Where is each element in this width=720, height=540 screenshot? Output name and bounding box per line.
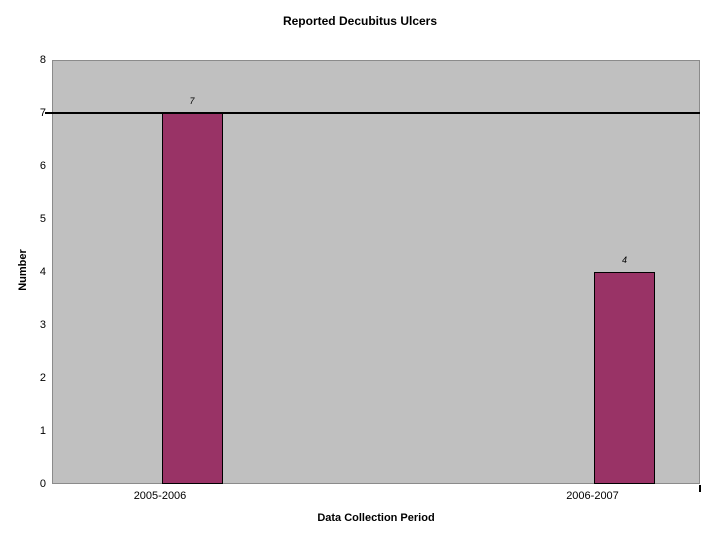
y-axis-title: Number <box>17 249 29 291</box>
x-category-label: 2006-2007 <box>566 490 619 502</box>
bar-2006-2007 <box>594 272 655 484</box>
chart-title: Reported Decubitus Ulcers <box>282 14 438 28</box>
x-category-label: 2005-2006 <box>133 490 187 502</box>
y-tick-label: 8 <box>39 54 46 66</box>
y-tick-label: 6 <box>39 160 46 172</box>
bar-data-label: 7 <box>189 96 195 106</box>
bar-data-label: 4 <box>621 255 627 265</box>
x-axis-end-tick <box>699 485 701 492</box>
x-axis-title: Data Collection Period <box>317 512 435 524</box>
y-tick-label: 0 <box>39 478 46 490</box>
plot-area <box>52 60 700 484</box>
y-tick-label: 2 <box>39 372 46 384</box>
bar-2005-2006 <box>161 113 223 484</box>
reference-line-y7 <box>45 112 700 114</box>
y-tick-label: 5 <box>39 213 46 225</box>
y-tick-label: 1 <box>39 425 46 437</box>
y-tick-label: 3 <box>39 319 46 331</box>
y-tick-label: 4 <box>39 266 46 278</box>
y-tick-label: 7 <box>39 107 46 119</box>
